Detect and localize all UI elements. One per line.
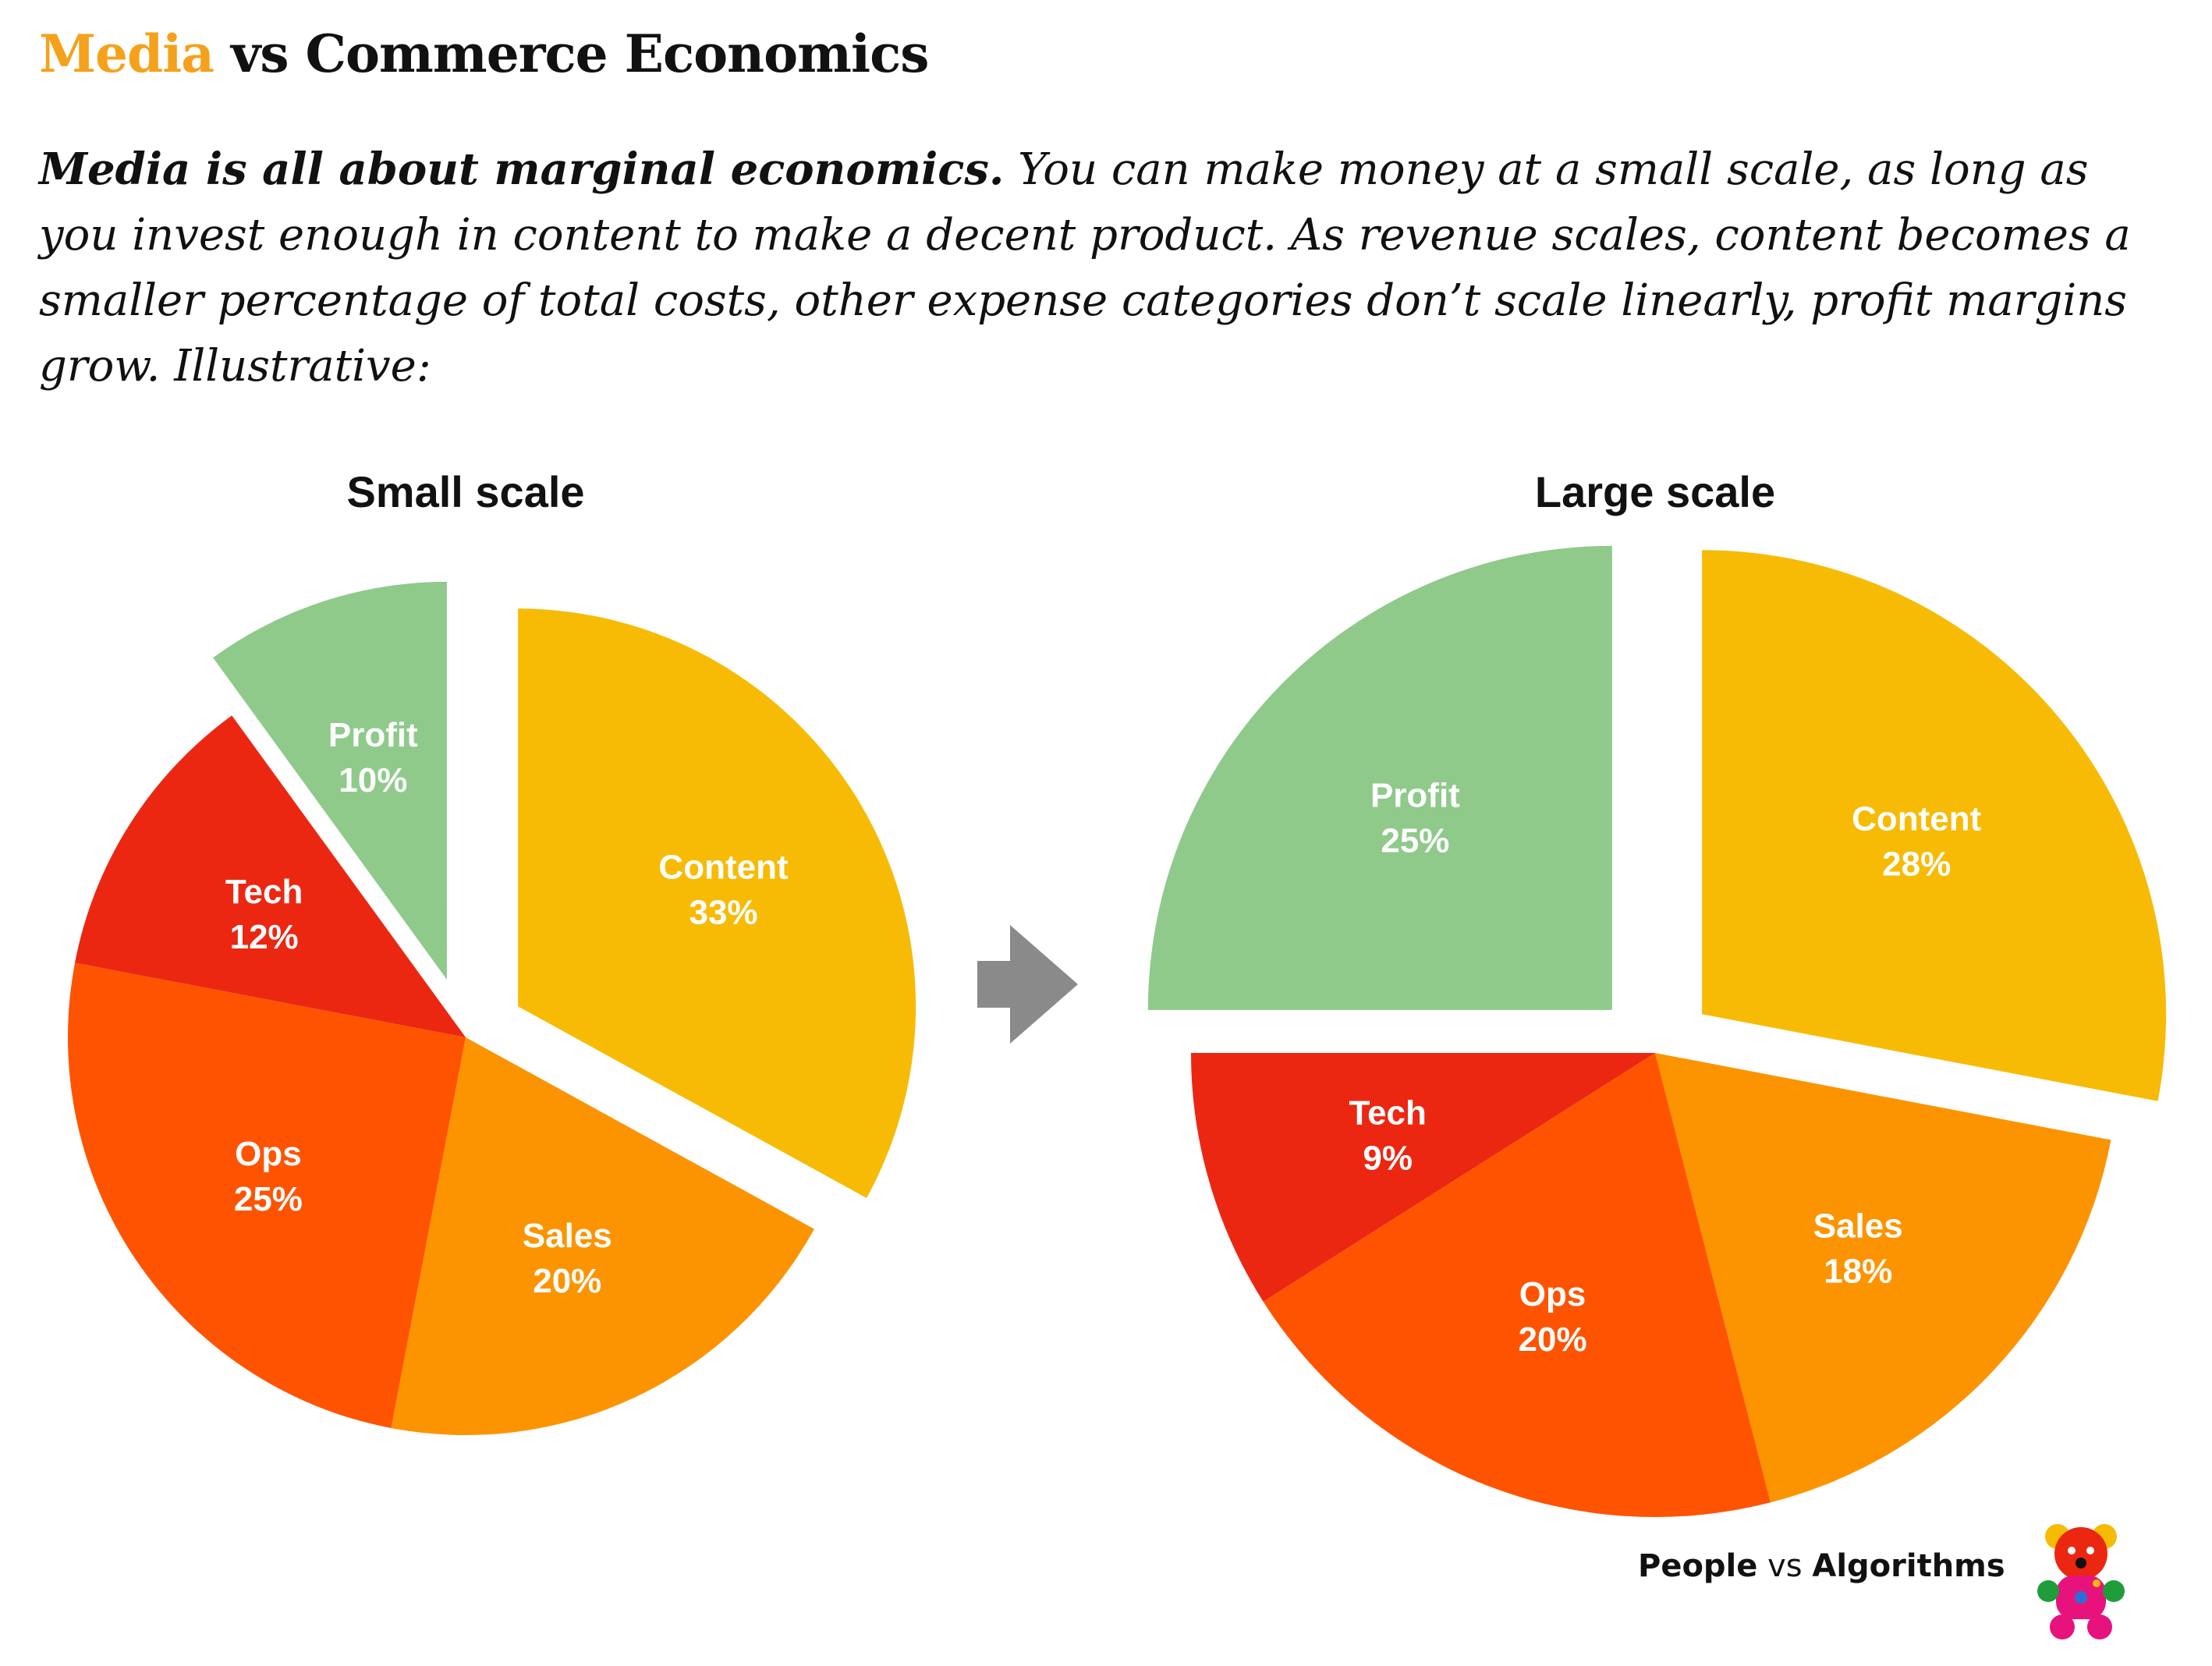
slice-label-tech: Tech (225, 873, 303, 911)
slice-sales (391, 1037, 814, 1435)
brand-algorithms: Algorithms (1812, 1548, 2005, 1584)
slice-tech (1191, 1053, 1655, 1302)
teddy-bear-logo-icon (2037, 1524, 2125, 1639)
slice-label-profit: Profit (1370, 776, 1460, 814)
slice-value-profit: 10% (339, 761, 407, 799)
brand-vs: vs (1757, 1548, 1813, 1584)
slice-ops (68, 962, 466, 1428)
slice-label-sales: Sales (523, 1217, 612, 1255)
slice-label-ops: Ops (1519, 1275, 1586, 1313)
pie-chart-small-scale: Small scale Content 33% Sales 20% Ops 25% Tech 1… (68, 467, 916, 1435)
slice-value-tech: 9% (1363, 1140, 1413, 1178)
slice-value-ops: 25% (234, 1180, 303, 1218)
subtitle-lead: Media is all about marginal economics. (39, 144, 1005, 195)
slice-label-profit: Profit (328, 716, 418, 754)
brand-wordmark: People vs Algorithms (1638, 1548, 2005, 1584)
slice-content (1702, 550, 2167, 1101)
slice-sales (1655, 1053, 2111, 1503)
chart-title: Small scale (346, 467, 584, 516)
slice-value-sales: 18% (1824, 1252, 1892, 1290)
page-title: Media vs Commerce Economics (39, 23, 929, 84)
slice-value-profit: 25% (1381, 821, 1449, 860)
slice-label-content: Content (658, 849, 789, 887)
pie-chart-large-scale: Large scale Content 28% Sales 18% Ops 20% Tech 9… (1147, 467, 2167, 1517)
slice-value-content: 28% (1882, 845, 1951, 884)
slice-tech (75, 715, 466, 1037)
slice-profit (213, 581, 447, 980)
chart-title: Large scale (1535, 467, 1775, 516)
brand-people: People (1638, 1548, 1758, 1584)
subtitle-rest: You can make money at a small scale, as … (39, 144, 2131, 392)
slice-value-tech: 12% (230, 918, 299, 956)
slice-value-content: 33% (689, 894, 757, 932)
slice-value-sales: 20% (533, 1262, 601, 1300)
slice-value-ops: 20% (1519, 1320, 1587, 1359)
slice-label-sales: Sales (1813, 1207, 1903, 1245)
title-rest: vs Commerce Economics (214, 23, 929, 84)
right-arrow-icon (977, 925, 1078, 1044)
slice-label-ops: Ops (235, 1135, 302, 1173)
slice-profit (1147, 545, 1612, 1010)
slice-content (518, 608, 916, 1198)
subtitle: Media is all about marginal economics. Y… (39, 136, 2145, 399)
title-accent: Media (39, 23, 214, 84)
slice-label-content: Content (1852, 800, 1982, 838)
slice-label-tech: Tech (1349, 1094, 1426, 1133)
slice-ops (1263, 1053, 1771, 1517)
